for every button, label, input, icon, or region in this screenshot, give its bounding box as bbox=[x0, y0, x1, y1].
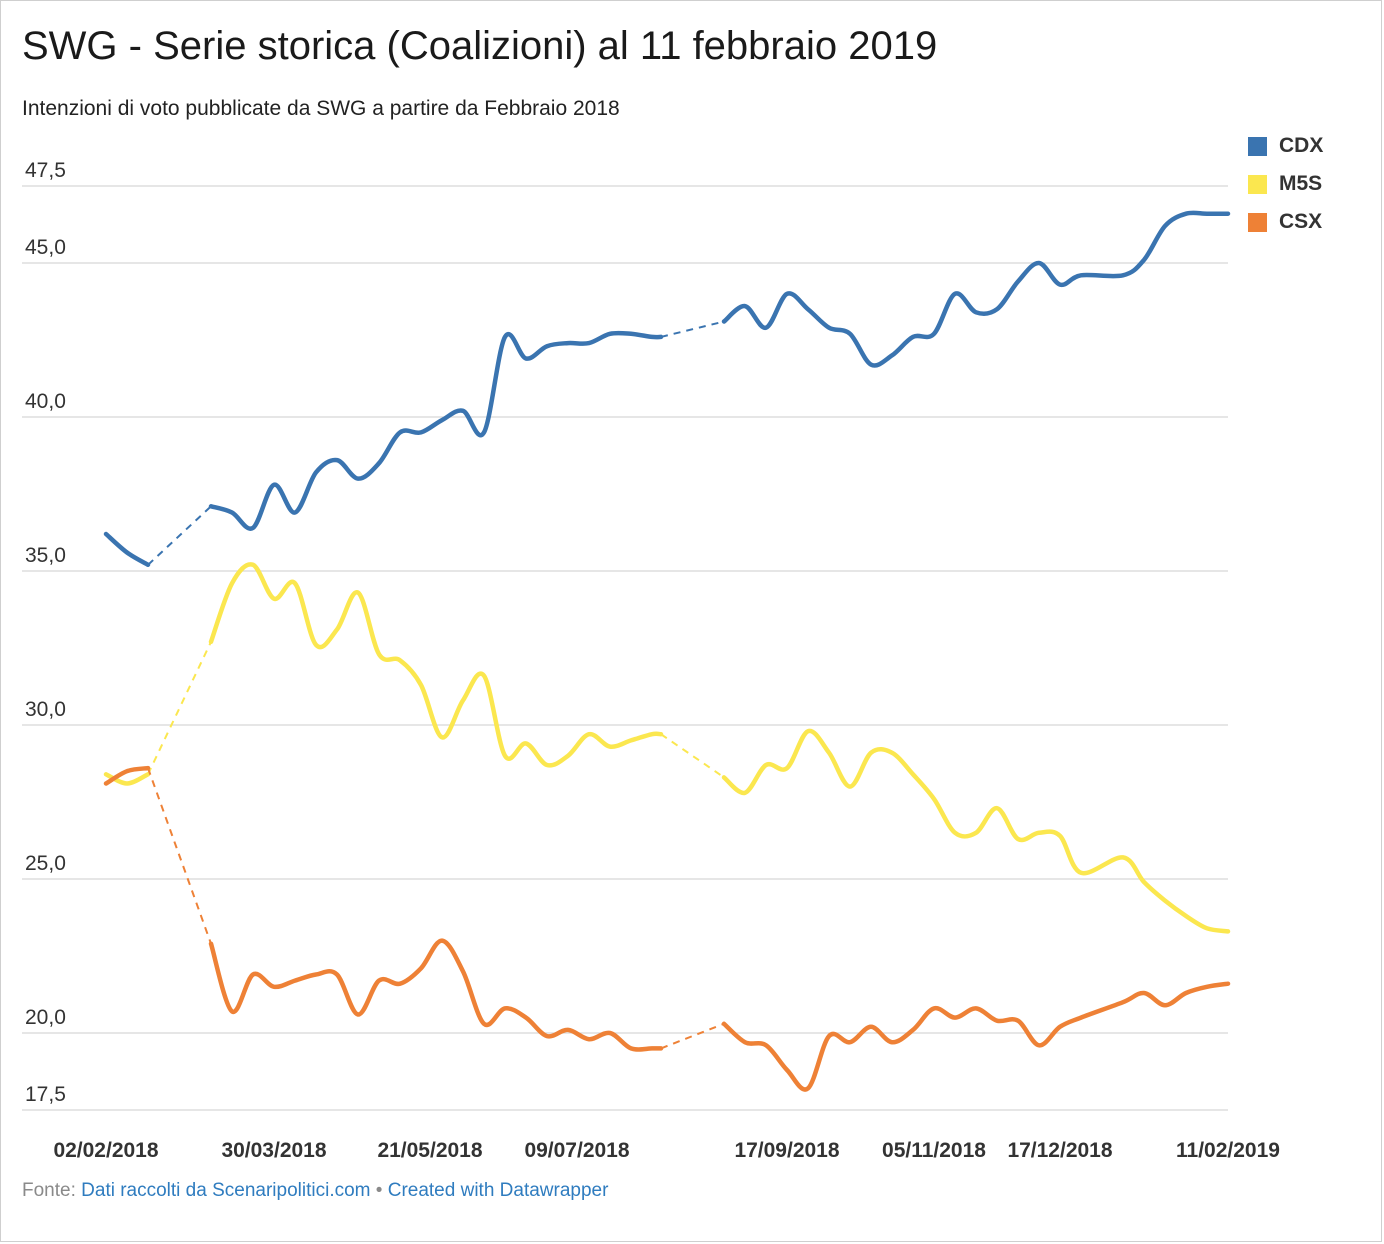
series-m5s bbox=[103, 562, 1231, 934]
gridlines bbox=[22, 185, 1228, 1111]
series-cdx bbox=[103, 210, 1231, 568]
chart-title: SWG - Serie storica (Coalizioni) al 11 f… bbox=[22, 24, 938, 68]
series-line-cdx bbox=[721, 210, 1231, 368]
y-tick-label: 25,0 bbox=[25, 852, 66, 875]
series-line-m5s bbox=[721, 728, 1231, 934]
legend-item-cdx: CDX bbox=[1248, 127, 1323, 165]
source-line: Fonte: Dati raccolti da Scenaripolitici.… bbox=[22, 1180, 608, 1202]
series-line-csx bbox=[103, 765, 151, 786]
series-csx bbox=[103, 765, 1231, 1092]
series-lines bbox=[103, 210, 1231, 1092]
series-line-m5s bbox=[103, 772, 151, 786]
series-line-cdx bbox=[103, 531, 151, 568]
legend-swatch-cdx bbox=[1248, 136, 1267, 156]
legend-swatch-m5s bbox=[1248, 174, 1267, 194]
legend-label-csx: CSX bbox=[1279, 210, 1323, 233]
x-axis-labels: 02/02/2018 30/03/2018 21/05/2018 09/07/2018… bbox=[53, 1139, 1280, 1162]
series-line-cdx bbox=[208, 330, 664, 531]
series-gap-m5s bbox=[660, 733, 725, 779]
y-axis-labels: 17,5 20,0 25,0 30,0 35,0 40,0 45,0 47,5 bbox=[25, 159, 66, 1106]
y-tick-label: 35,0 bbox=[25, 544, 66, 567]
series-gap-cdx bbox=[147, 505, 212, 566]
legend-label-m5s: M5S bbox=[1279, 172, 1323, 195]
y-tick-label: 40,0 bbox=[25, 390, 66, 413]
x-tick-label: 09/07/2018 bbox=[524, 1139, 629, 1162]
y-tick-label: 30,0 bbox=[25, 698, 66, 721]
series-gap-csx bbox=[660, 1022, 725, 1050]
y-tick-label: 17,5 bbox=[25, 1083, 66, 1106]
x-tick-label: 21/05/2018 bbox=[377, 1139, 482, 1162]
source-separator: • bbox=[375, 1180, 383, 1201]
datawrapper-credit-link[interactable]: Created with Datawrapper bbox=[387, 1180, 609, 1201]
series-line-csx bbox=[721, 981, 1231, 1092]
x-tick-label: 05/11/2018 bbox=[882, 1139, 986, 1162]
legend-item-m5s: M5S bbox=[1248, 165, 1323, 203]
y-tick-label: 45,0 bbox=[25, 236, 66, 259]
chart-subtitle: Intenzioni di voto pubblicate da SWG a p… bbox=[22, 97, 620, 120]
legend-swatch-csx bbox=[1248, 212, 1267, 232]
series-gap-cdx bbox=[660, 320, 725, 338]
series-line-csx bbox=[208, 938, 664, 1052]
series-line-m5s bbox=[208, 562, 664, 768]
x-tick-label: 30/03/2018 bbox=[221, 1139, 326, 1162]
x-tick-label: 17/12/2018 bbox=[1007, 1139, 1112, 1162]
series-gap-m5s bbox=[147, 641, 212, 775]
y-tick-label: 47,5 bbox=[25, 159, 66, 182]
legend: CDX M5S CSX bbox=[1248, 127, 1323, 241]
y-tick-label: 20,0 bbox=[25, 1006, 66, 1029]
x-tick-label: 02/02/2018 bbox=[53, 1139, 158, 1162]
source-link[interactable]: Dati raccolti da Scenaripolitici.com bbox=[81, 1180, 371, 1201]
x-tick-label: 17/09/2018 bbox=[734, 1139, 839, 1162]
series-gap-csx bbox=[147, 767, 212, 945]
legend-item-csx: CSX bbox=[1248, 203, 1323, 241]
x-tick-label: 11/02/2019 bbox=[1176, 1139, 1280, 1162]
legend-label-cdx: CDX bbox=[1279, 134, 1324, 157]
source-prefix: Fonte: bbox=[22, 1180, 76, 1201]
